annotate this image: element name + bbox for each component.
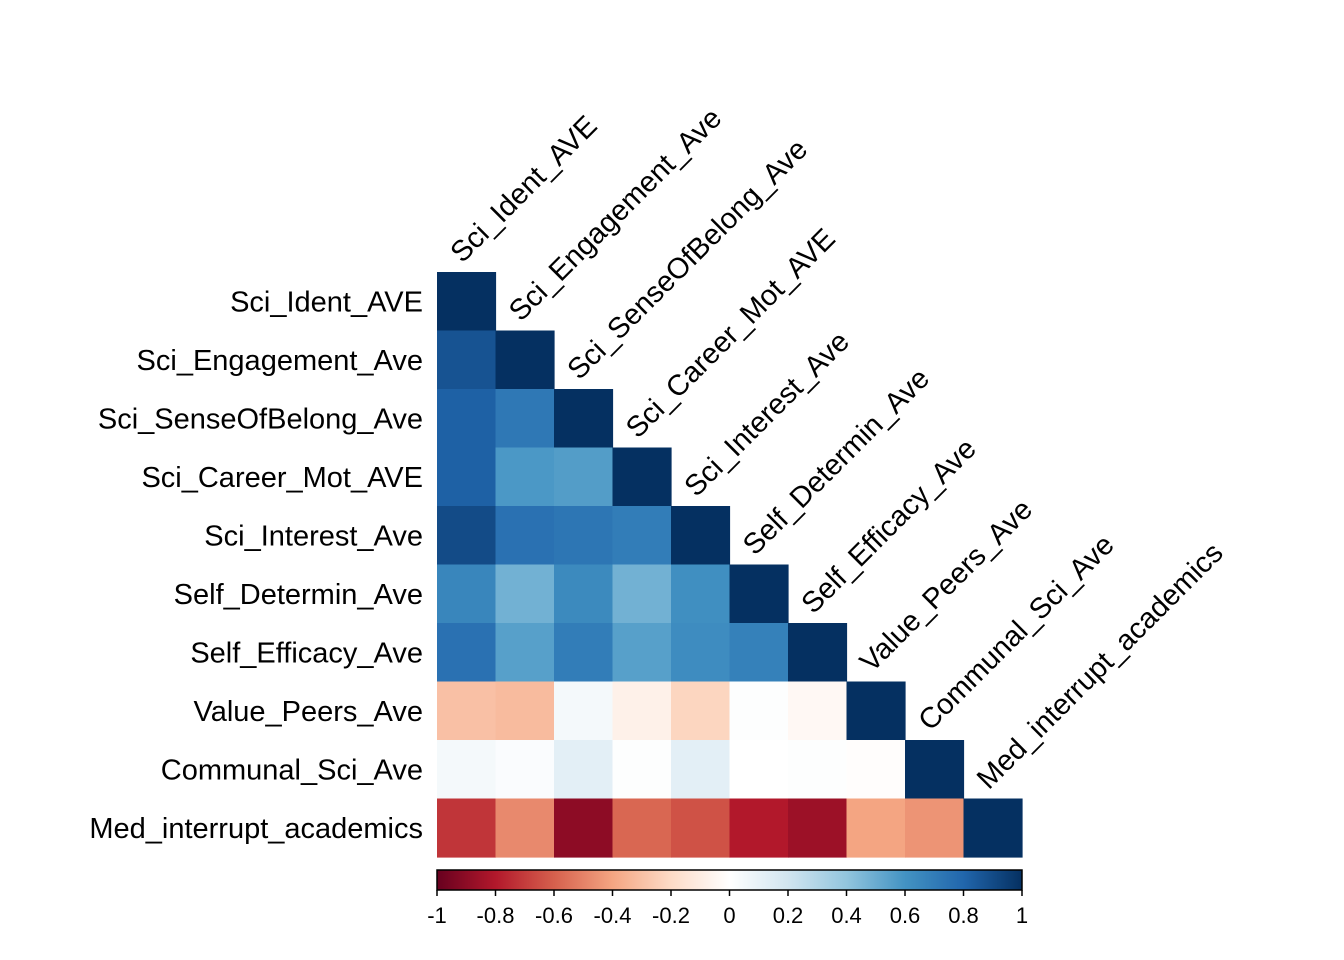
colorbar-tick-label-0: -1 [427,903,447,928]
cell-Self_Determin_Ave-Self_Determin_Ave [729,564,789,624]
colorbar-tick-label-3: -0.4 [594,903,632,928]
colorbar: -1 -0.8 -0.6 -0.4 -0.2 0 0.2 0.4 0.6 0.8 1 [427,869,1028,928]
colorbar-tick-label-10: 1 [1016,903,1028,928]
cell-Self_Determin_Ave-Sci_Interest_Ave [671,564,731,624]
cell-Sci_Interest_Ave-Sci_Interest_Ave [671,506,731,566]
cell-Communal_Sci_Ave-Communal_Sci_Ave [905,740,965,800]
row-label-Sci_Engagement_Ave: Sci_Engagement_Ave [137,345,423,377]
cell-Self_Efficacy_Ave-Sci_Ident_AVE [437,623,497,683]
cell-Sci_Ident_AVE-Sci_Ident_AVE [437,272,497,332]
cell-Value_Peers_Ave-Self_Determin_Ave [729,681,789,741]
cell-Self_Determin_Ave-Sci_Engagement_Ave [495,564,555,624]
cell-Sci_Interest_Ave-Sci_Ident_AVE [437,506,497,566]
cell-Sci_Career_Mot_AVE-Sci_Ident_AVE [437,447,497,507]
cell-Value_Peers_Ave-Sci_Interest_Ave [671,681,731,741]
cell-Sci_Interest_Ave-Sci_Career_Mot_AVE [612,506,672,566]
cell-Self_Efficacy_Ave-Sci_Interest_Ave [671,623,731,683]
colorbar-tick-label-7: 0.4 [831,903,862,928]
cell-Communal_Sci_Ave-Sci_Career_Mot_AVE [612,740,672,800]
col-label-Sci_Career_Mot_AVE: Sci_Career_Mot_AVE [620,223,842,445]
cell-Med_interrupt_academics-Med_interrupt_academics [963,798,1023,858]
cell-Sci_SenseOfBelong_Ave-Sci_Ident_AVE [437,389,497,449]
colorbar-bar [436,869,1023,891]
colorbar-tick-label-6: 0.2 [773,903,804,928]
colorbar-tick-label-8: 0.6 [890,903,921,928]
cell-Self_Efficacy_Ave-Sci_Engagement_Ave [495,623,555,683]
row-label-Sci_Interest_Ave: Sci_Interest_Ave [204,520,423,552]
colorbar-tick-label-5: 0 [723,903,735,928]
heatmap-cells [437,272,1023,858]
cell-Value_Peers_Ave-Self_Efficacy_Ave [788,681,848,741]
cell-Med_interrupt_academics-Self_Determin_Ave [729,798,789,858]
cell-Communal_Sci_Ave-Sci_Interest_Ave [671,740,731,800]
cell-Med_interrupt_academics-Value_Peers_Ave [846,798,906,858]
cell-Self_Determin_Ave-Sci_Career_Mot_AVE [612,564,672,624]
cell-Self_Efficacy_Ave-Sci_Career_Mot_AVE [612,623,672,683]
row-label-Self_Determin_Ave: Self_Determin_Ave [174,579,423,611]
cell-Self_Determin_Ave-Sci_SenseOfBelong_Ave [554,564,614,624]
cell-Med_interrupt_academics-Sci_Interest_Ave [671,798,731,858]
cell-Med_interrupt_academics-Sci_Career_Mot_AVE [612,798,672,858]
col-label-Sci_Engagement_Ave: Sci_Engagement_Ave [503,102,728,327]
cell-Sci_Career_Mot_AVE-Sci_SenseOfBelong_Ave [554,447,614,507]
colorbar-tick-label-1: -0.8 [477,903,515,928]
col-label-Communal_Sci_Ave: Communal_Sci_Ave [913,529,1121,737]
cell-Self_Determin_Ave-Sci_Ident_AVE [437,564,497,624]
cell-Sci_Career_Mot_AVE-Sci_Engagement_Ave [495,447,555,507]
cell-Sci_Interest_Ave-Sci_Engagement_Ave [495,506,555,566]
cell-Med_interrupt_academics-Self_Efficacy_Ave [788,798,848,858]
row-label-Communal_Sci_Ave: Communal_Sci_Ave [161,754,423,786]
colorbar-tick-label-2: -0.6 [535,903,573,928]
cell-Value_Peers_Ave-Sci_Career_Mot_AVE [612,681,672,741]
row-label-Self_Efficacy_Ave: Self_Efficacy_Ave [190,637,423,669]
row-label-Med_interrupt_academics: Med_interrupt_academics [89,813,423,845]
cell-Communal_Sci_Ave-Sci_SenseOfBelong_Ave [554,740,614,800]
cell-Value_Peers_Ave-Sci_Ident_AVE [437,681,497,741]
cell-Communal_Sci_Ave-Sci_Engagement_Ave [495,740,555,800]
col-label-Sci_SenseOfBelong_Ave: Sci_SenseOfBelong_Ave [562,133,815,386]
cell-Sci_Interest_Ave-Sci_SenseOfBelong_Ave [554,506,614,566]
cell-Med_interrupt_academics-Sci_Ident_AVE [437,798,497,858]
cell-Self_Efficacy_Ave-Sci_SenseOfBelong_Ave [554,623,614,683]
cell-Sci_Engagement_Ave-Sci_Engagement_Ave [495,330,555,390]
cell-Med_interrupt_academics-Communal_Sci_Ave [905,798,965,858]
cell-Communal_Sci_Ave-Self_Determin_Ave [729,740,789,800]
cell-Sci_Engagement_Ave-Sci_Ident_AVE [437,330,497,390]
col-label-Med_interrupt_academics: Med_interrupt_academics [971,537,1230,796]
row-label-Value_Peers_Ave: Value_Peers_Ave [194,696,423,728]
cell-Value_Peers_Ave-Value_Peers_Ave [846,681,906,741]
cell-Self_Efficacy_Ave-Self_Determin_Ave [729,623,789,683]
row-label-Sci_Ident_AVE: Sci_Ident_AVE [230,286,423,318]
row-label-Sci_Career_Mot_AVE: Sci_Career_Mot_AVE [141,462,423,494]
cell-Med_interrupt_academics-Sci_SenseOfBelong_Ave [554,798,614,858]
cell-Sci_Career_Mot_AVE-Sci_Career_Mot_AVE [612,447,672,507]
cell-Communal_Sci_Ave-Sci_Ident_AVE [437,740,497,800]
colorbar-tick-label-4: -0.2 [652,903,690,928]
cell-Sci_SenseOfBelong_Ave-Sci_Engagement_Ave [495,389,555,449]
row-label-Sci_SenseOfBelong_Ave: Sci_SenseOfBelong_Ave [98,403,423,435]
cell-Communal_Sci_Ave-Value_Peers_Ave [846,740,906,800]
cell-Sci_SenseOfBelong_Ave-Sci_SenseOfBelong_Ave [554,389,614,449]
row-labels: Sci_Ident_AVE Sci_Engagement_Ave Sci_Sense… [89,286,423,845]
cell-Self_Efficacy_Ave-Self_Efficacy_Ave [788,623,848,683]
cell-Value_Peers_Ave-Sci_Engagement_Ave [495,681,555,741]
cell-Med_interrupt_academics-Sci_Engagement_Ave [495,798,555,858]
colorbar-tick-label-9: 0.8 [948,903,979,928]
cell-Communal_Sci_Ave-Self_Efficacy_Ave [788,740,848,800]
cell-Value_Peers_Ave-Sci_SenseOfBelong_Ave [554,681,614,741]
